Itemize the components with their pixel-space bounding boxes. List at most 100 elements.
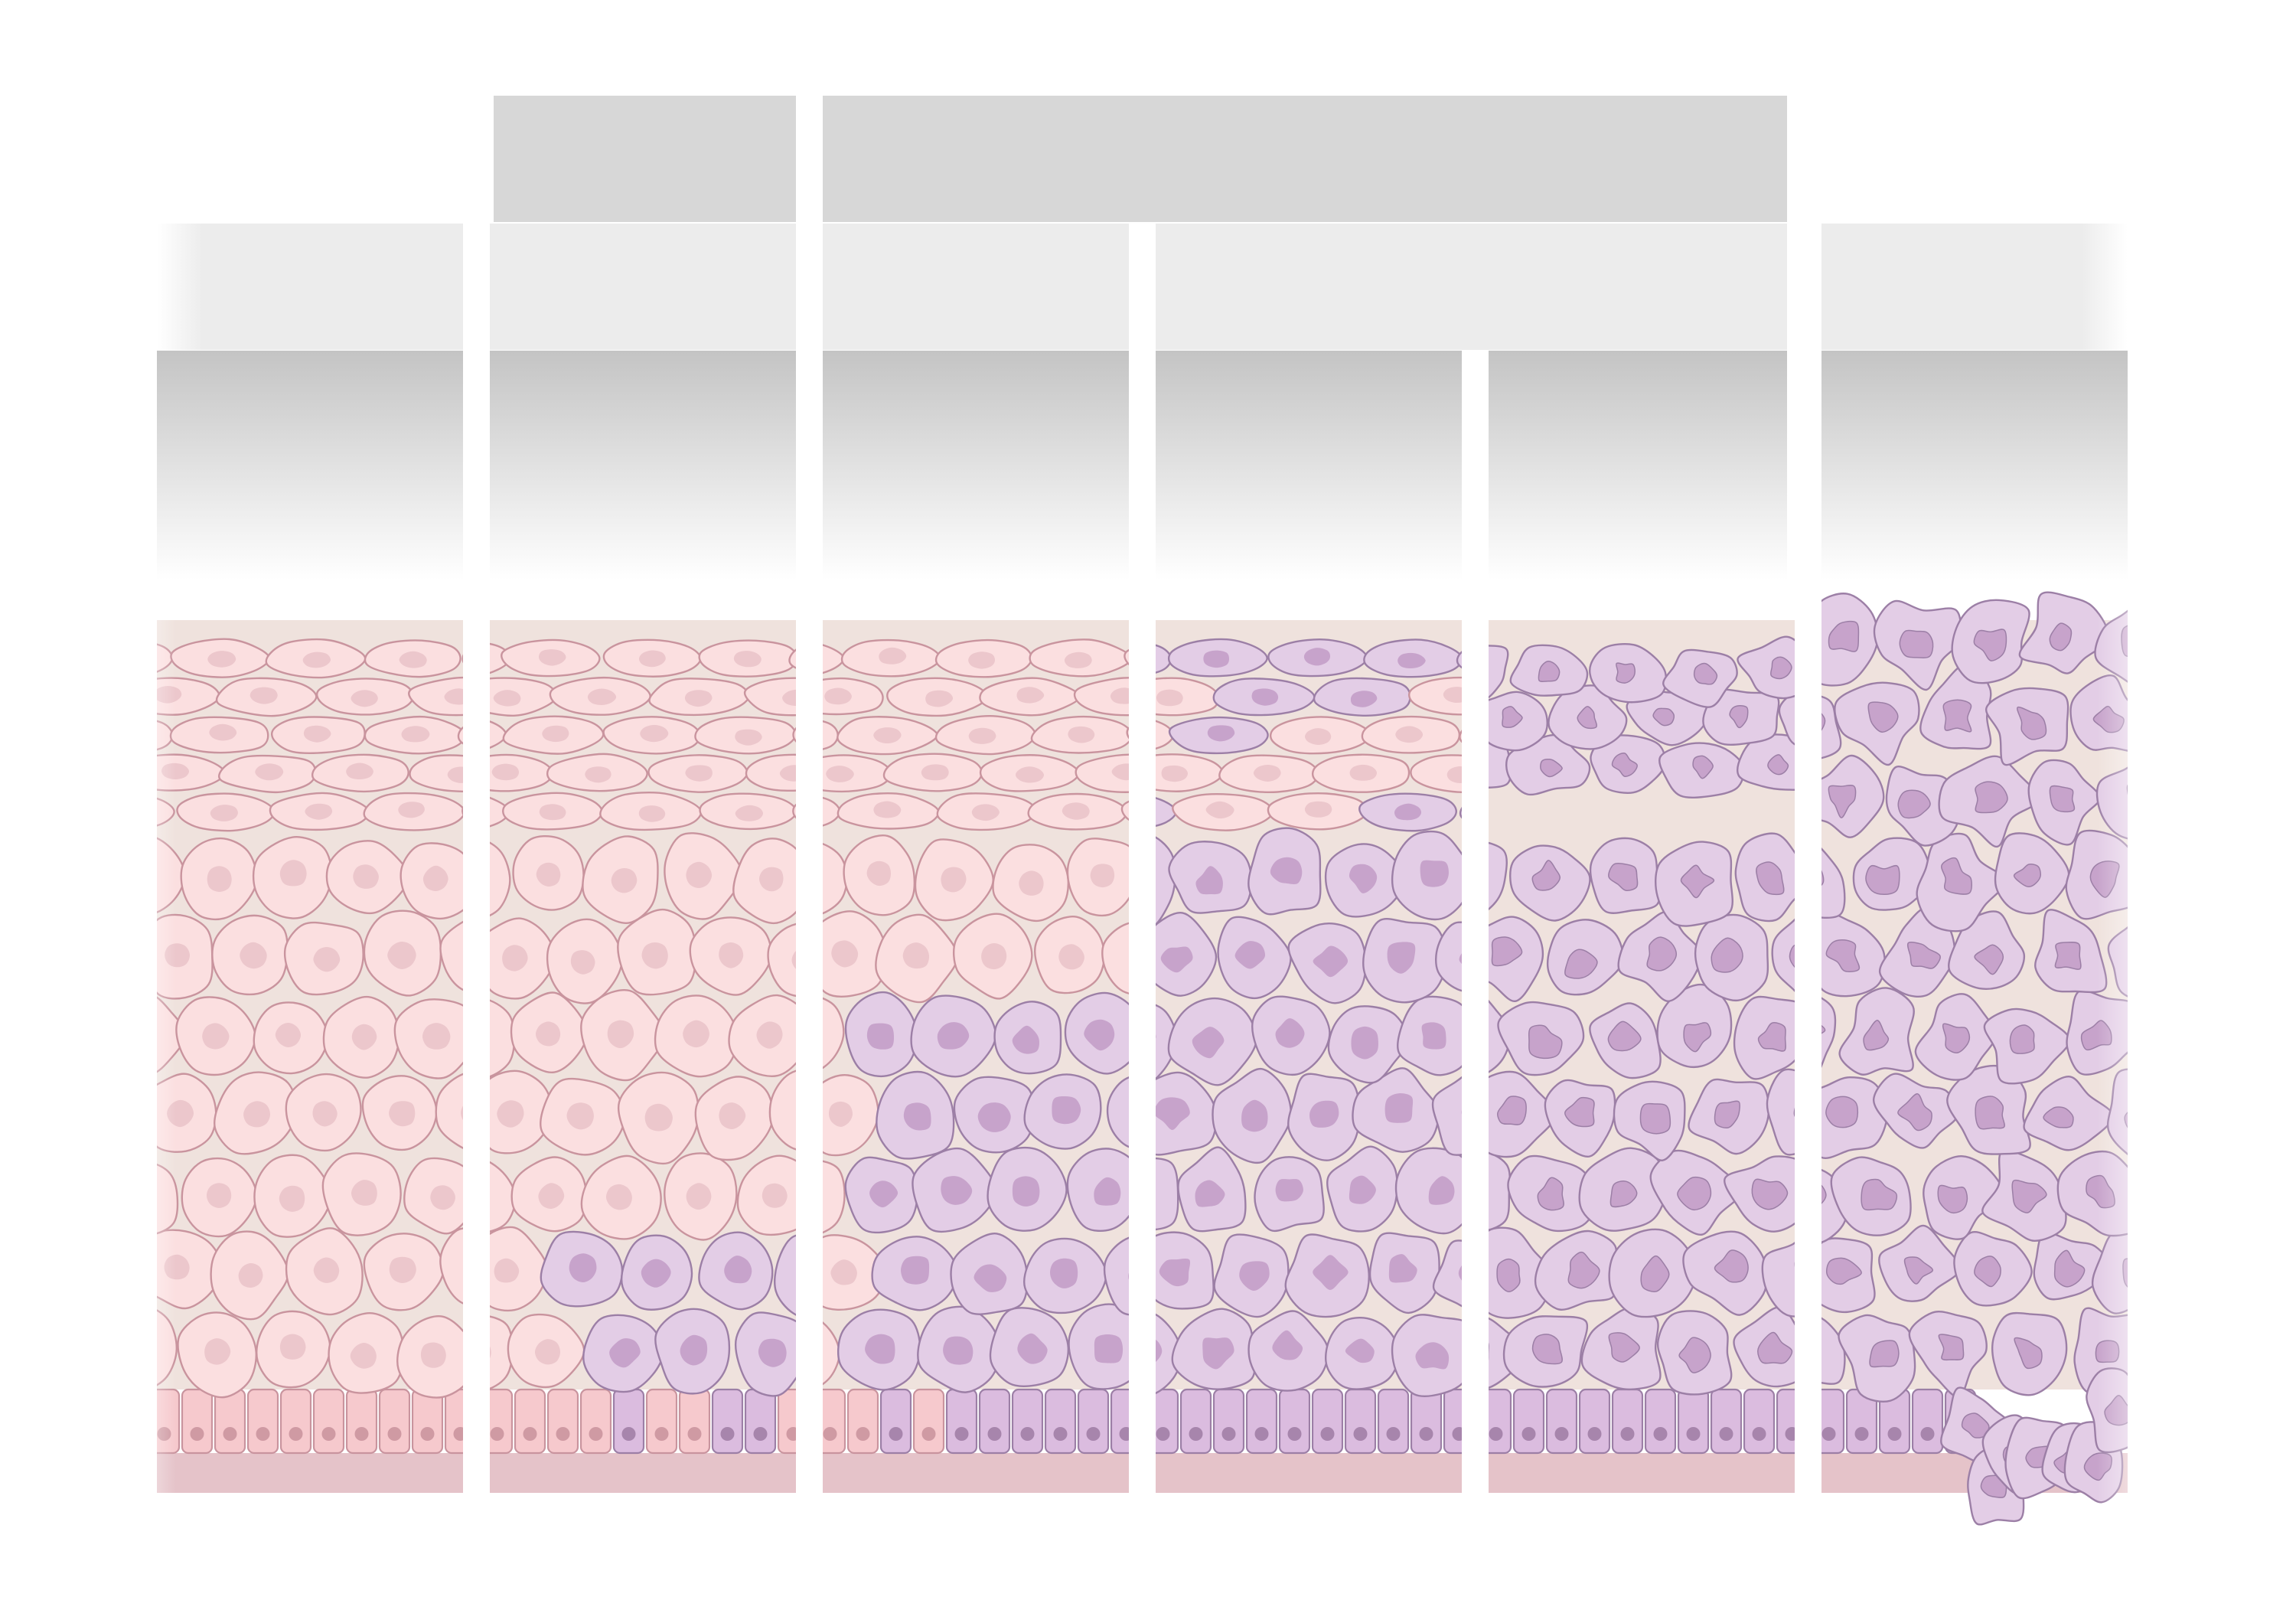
basal-cell [1821, 1388, 1845, 1455]
cell-nucleus [1012, 1176, 1040, 1207]
abnormal-cell [1761, 1241, 1795, 1318]
mid-header-box [157, 224, 463, 350]
basal-cell [945, 1388, 978, 1455]
normal-cell [439, 920, 463, 991]
cell-nucleus [794, 1183, 820, 1207]
cell-nucleus [256, 1427, 270, 1441]
cell-nucleus [2053, 1249, 2086, 1288]
basal-cell [345, 1388, 378, 1455]
cell-nucleus [873, 801, 902, 818]
cell-nucleus [1502, 706, 1523, 728]
basal-cell [246, 1388, 279, 1455]
tissue-panel [1156, 620, 1462, 1493]
cell-nucleus [353, 864, 379, 889]
abnormal-cell [774, 1234, 796, 1316]
normal-cell [767, 923, 796, 998]
cell-nucleus [782, 689, 796, 706]
normal-cell [1126, 727, 1129, 740]
cell-nucleus [866, 1023, 895, 1050]
cell-nucleus [387, 1427, 402, 1441]
cell-nucleus [1942, 699, 1972, 733]
cell-nucleus [1821, 1427, 1836, 1441]
cell-nucleus [538, 1183, 565, 1210]
normal-cell [1075, 753, 1129, 793]
cell-nucleus [968, 651, 996, 669]
abnormal-cell [1489, 999, 1512, 1073]
cell-nucleus [968, 727, 996, 744]
basal-cell [1044, 1388, 1077, 1455]
cell-nucleus [1821, 1184, 1827, 1204]
cell-nucleus [921, 1427, 936, 1441]
cell-nucleus [954, 1427, 969, 1441]
cell-nucleus [794, 1021, 820, 1047]
cell-nucleus [389, 1101, 416, 1127]
cell-nucleus [719, 942, 744, 968]
cell-nucleus [1821, 1024, 1826, 1034]
cell-nucleus [1397, 652, 1426, 669]
cell-nucleus [1975, 781, 2008, 814]
cell-nucleus [1887, 1427, 1902, 1441]
cell-nucleus [1221, 1427, 1236, 1441]
cell-nucleus [249, 687, 278, 704]
cell-nucleus [243, 1101, 271, 1128]
basal-cell [411, 1388, 444, 1455]
cell-nucleus [1420, 860, 1449, 887]
cell-nucleus [1794, 1262, 1795, 1268]
cell-nucleus [684, 690, 713, 707]
abnormal-cell [1156, 1157, 1179, 1231]
cell-nucleus [1680, 864, 1715, 899]
cell-nucleus [1304, 801, 1332, 818]
cell-nucleus [493, 690, 521, 707]
cell-nucleus [302, 651, 331, 668]
normal-cell [490, 720, 507, 749]
cell-nucleus [351, 690, 378, 707]
cell-nucleus [1064, 651, 1092, 668]
cell-nucleus [1019, 870, 1044, 896]
normal-cell [823, 754, 892, 793]
basal-cell [1710, 1388, 1743, 1455]
cell-nucleus [1567, 1251, 1600, 1289]
cell-nucleus [831, 940, 859, 968]
basal-cell [579, 1388, 612, 1455]
cell-nucleus [889, 1427, 903, 1441]
cell-nucleus [1920, 1427, 1935, 1441]
cell-nucleus [1320, 1427, 1335, 1441]
cell-nucleus [937, 1022, 970, 1050]
cell-nucleus [534, 1339, 560, 1365]
mid-header-box [490, 224, 796, 350]
basement-membrane [823, 1453, 1129, 1493]
cell-nucleus [1793, 1107, 1795, 1117]
basal-cell [1578, 1388, 1611, 1455]
basal-cell [823, 1388, 846, 1455]
basal-cell [1644, 1388, 1677, 1455]
normal-cell [1156, 720, 1175, 750]
cell-nucleus [724, 1256, 752, 1284]
cell-nucleus [943, 1336, 974, 1365]
normal-cell [461, 654, 463, 664]
header-shadow-band [157, 351, 463, 580]
cell-nucleus [1017, 1333, 1048, 1364]
cell-nucleus [1854, 1427, 1869, 1441]
cell-nucleus [536, 862, 561, 887]
cell-nucleus [1388, 1254, 1417, 1283]
cell-nucleus [1564, 949, 1598, 979]
cell-nucleus [1062, 802, 1090, 820]
cell-nucleus [1203, 650, 1229, 668]
cell-nucleus [1906, 942, 1941, 969]
cell-nucleus [1897, 789, 1931, 819]
cell-nucleus [609, 1338, 641, 1368]
cell-nucleus [1241, 1099, 1268, 1132]
cell-nucleus [420, 1342, 446, 1368]
cell-nucleus [1195, 866, 1223, 895]
basal-cell [514, 1388, 546, 1455]
basal-cell [1443, 1388, 1462, 1455]
basal-cell [1212, 1388, 1245, 1455]
cell-nucleus [1719, 1427, 1733, 1441]
normal-cell [823, 1321, 841, 1386]
cell-nucleus [313, 947, 341, 972]
basal-cell [1611, 1388, 1644, 1455]
basal-cell [744, 1388, 777, 1455]
cell-nucleus [1899, 629, 1934, 658]
cell-nucleus [830, 1259, 857, 1285]
cell-nucleus [351, 1180, 377, 1206]
